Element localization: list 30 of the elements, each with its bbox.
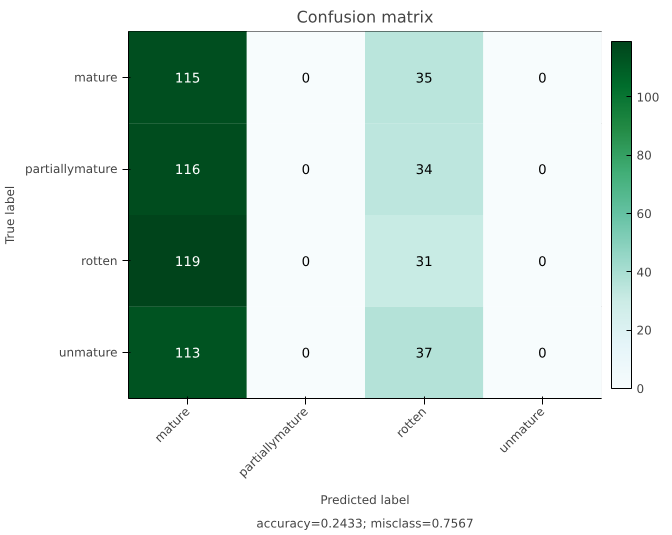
data-label: 116 (174, 163, 200, 178)
data-label: 35 (416, 71, 433, 86)
data-label: 0 (302, 71, 310, 86)
y-tick-label: rotten (81, 254, 118, 268)
data-label: 37 (416, 346, 433, 362)
y-tick-label: mature (74, 70, 118, 84)
data-label: 0 (538, 71, 547, 86)
y-axis-title: True label (3, 186, 18, 246)
data-label: 31 (416, 254, 433, 270)
color-bar-label: 100 (636, 90, 660, 104)
x-axis-title: Predicted label (320, 492, 410, 507)
y-tick-label: partiallymature (25, 162, 118, 176)
y-tick-label: unmature (58, 346, 118, 360)
color-bar-label: 80 (636, 148, 652, 163)
color-bar-label: 0 (636, 382, 644, 396)
data-label: 113 (174, 346, 200, 362)
chart-title: Confusion matrix (296, 8, 434, 26)
color-bar-label: 20 (636, 324, 652, 338)
text: accuracy=0.2433; misclass=0.7567 (256, 516, 474, 530)
data-label: 0 (538, 254, 547, 270)
data-label: 0 (538, 346, 547, 362)
color-bar-label: 60 (636, 207, 652, 222)
color-bar-label: 40 (636, 265, 652, 280)
data-label: 0 (302, 346, 310, 362)
data-label: 0 (302, 254, 310, 270)
data-label: 115 (174, 71, 200, 86)
data-label: 119 (174, 254, 200, 270)
data-label: 0 (302, 163, 310, 178)
data-label: 34 (416, 163, 433, 178)
data-label: 0 (538, 163, 547, 178)
